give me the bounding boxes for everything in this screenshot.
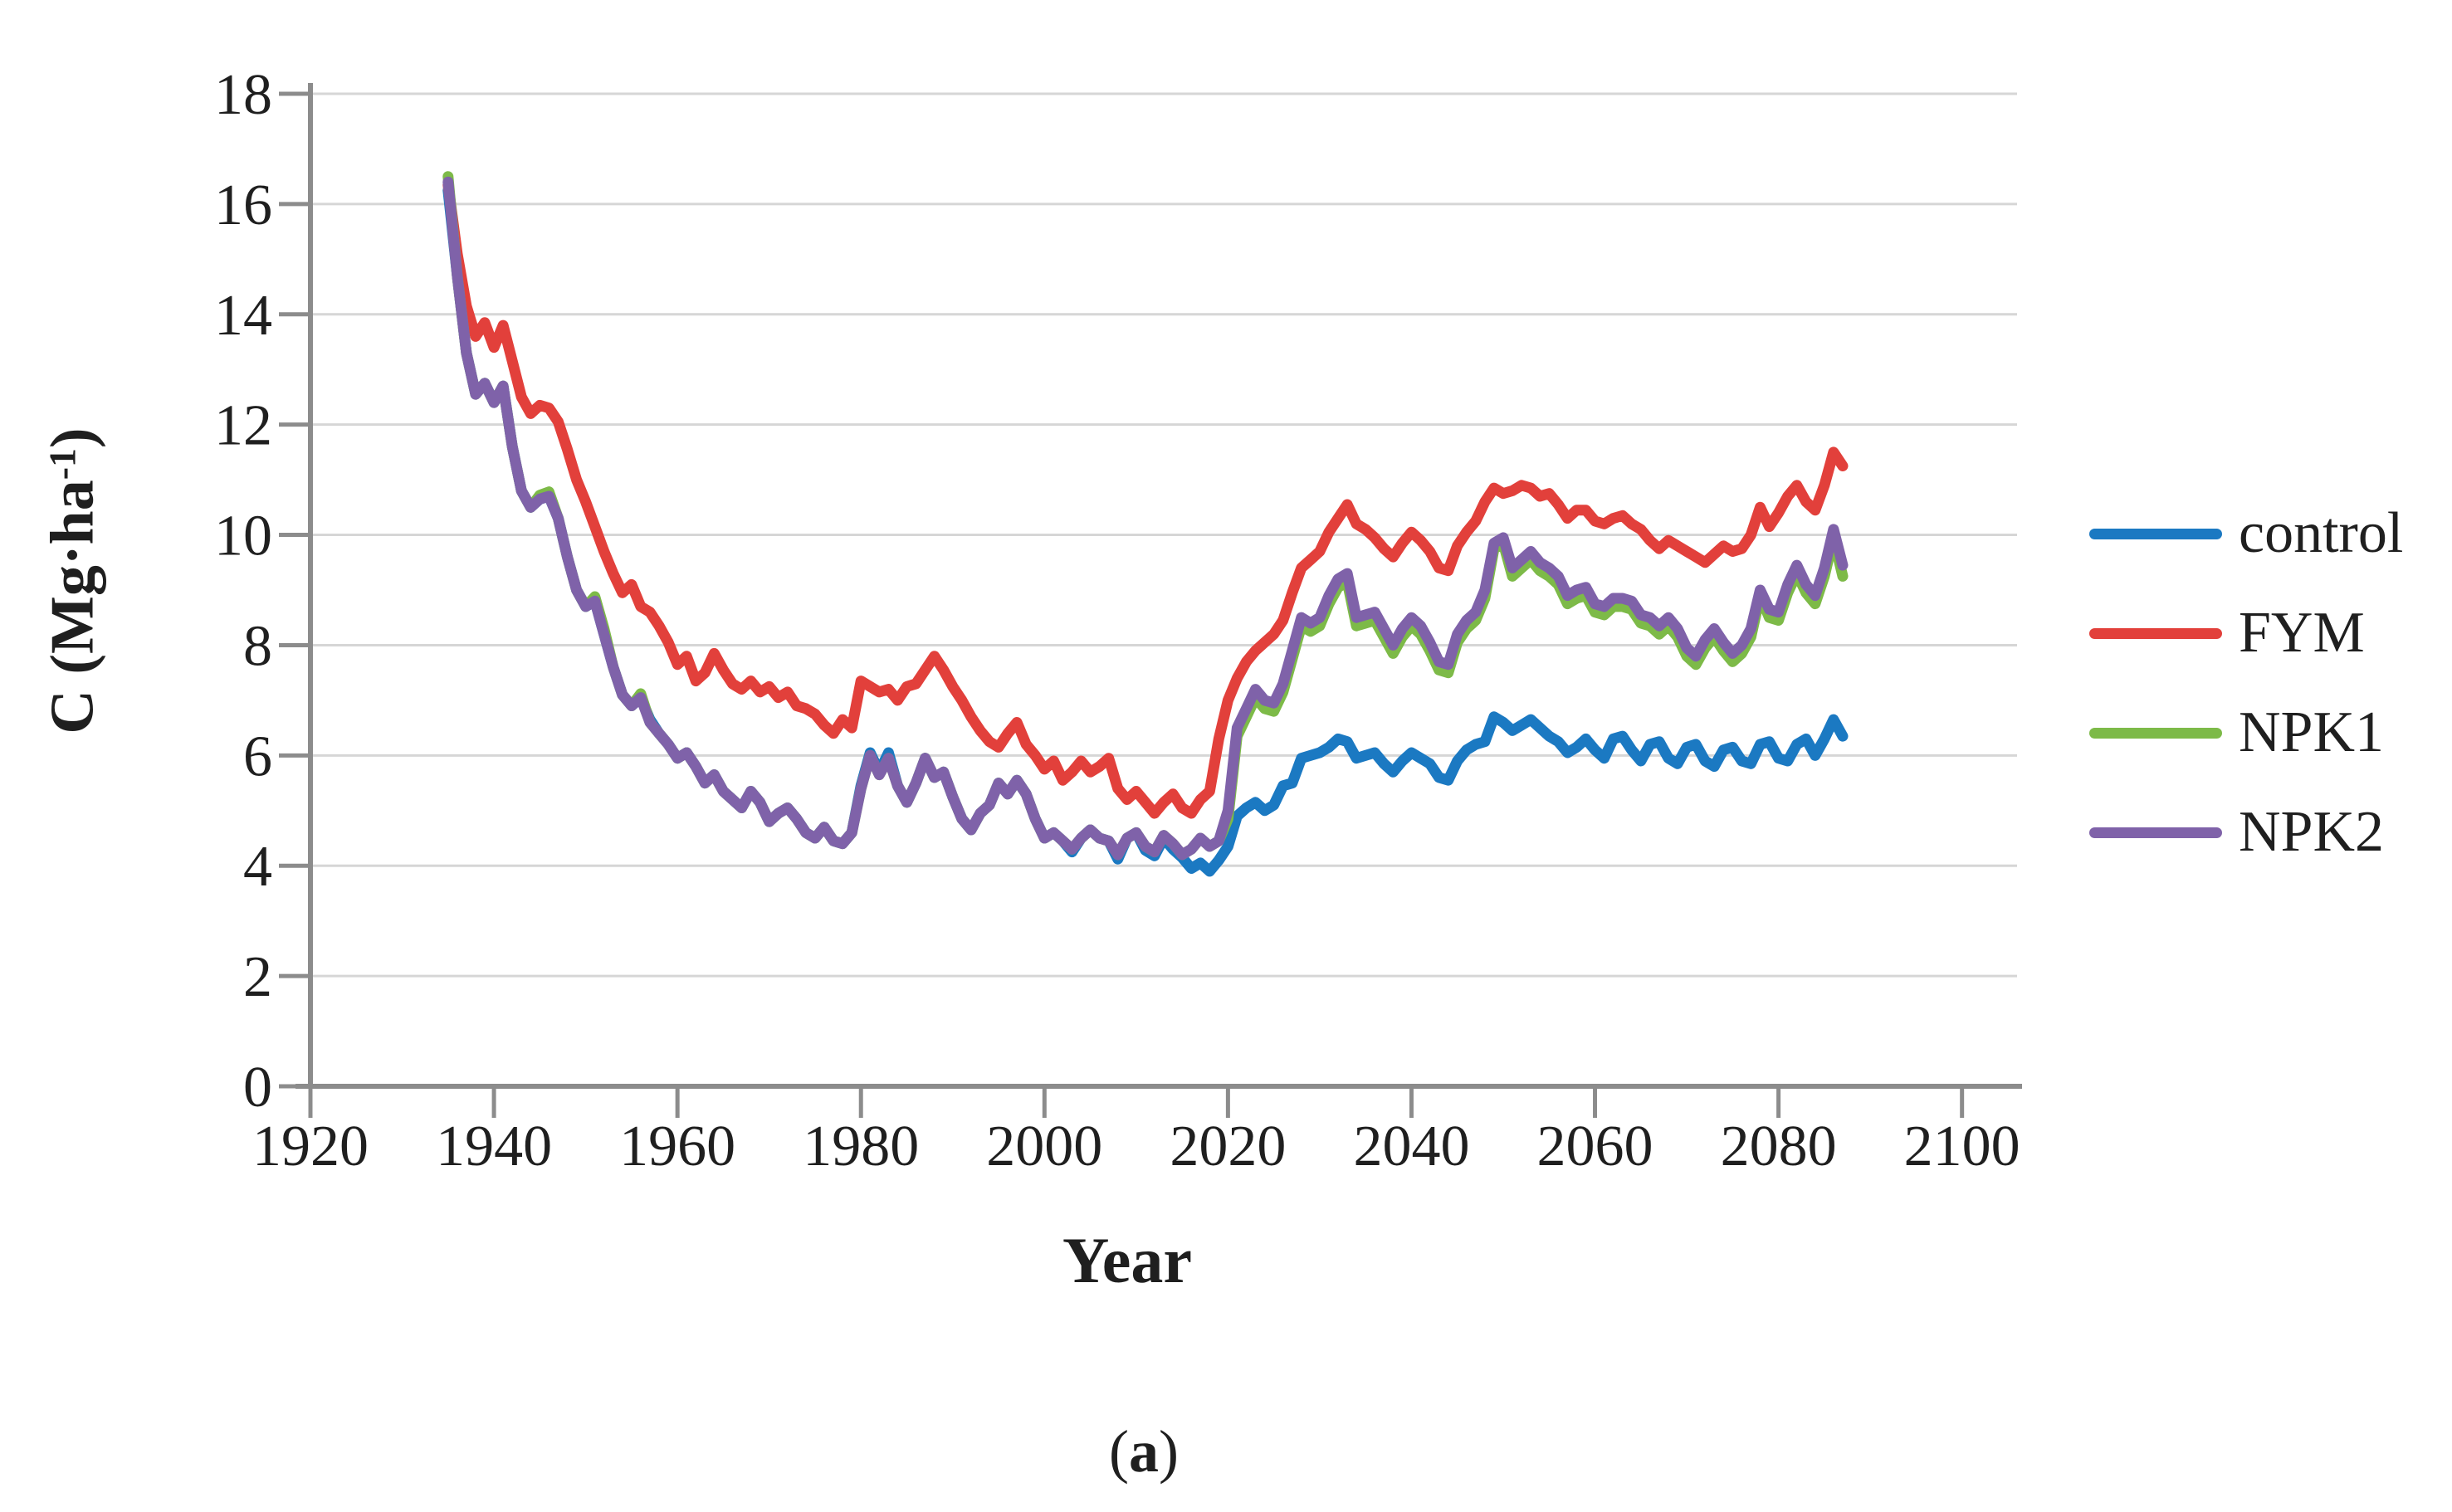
y-tick-label-8: 8 bbox=[243, 614, 272, 678]
x-axis-ticks: 1920 1940 1960 1980 2000 2020 2040 2060 2080 2100 bbox=[252, 1086, 2020, 1178]
y-tick-label-2: 2 bbox=[243, 945, 272, 1009]
y-tick-label-4: 4 bbox=[243, 835, 272, 899]
x-axis-title: Year bbox=[1062, 1224, 1192, 1296]
y-axis-title-close: ) bbox=[38, 427, 107, 449]
x-tick-label-2000: 2000 bbox=[986, 1114, 1102, 1178]
x-tick-label-1940: 1940 bbox=[436, 1114, 552, 1178]
y-tick-label-16: 16 bbox=[214, 173, 272, 237]
series-lines bbox=[442, 171, 1849, 877]
y-axis-title-superscript: -1 bbox=[41, 448, 84, 480]
series-FYM-line bbox=[442, 179, 1849, 819]
x-tick-label-1920: 1920 bbox=[252, 1114, 369, 1178]
x-tick-label-2020: 2020 bbox=[1170, 1114, 1286, 1178]
x-tick-label-2100: 2100 bbox=[1904, 1114, 2020, 1178]
caption-close-paren: ) bbox=[1159, 1418, 1179, 1485]
y-axis-ticks: 0 2 4 6 8 10 12 14 16 18 bbox=[214, 63, 310, 1119]
x-tick-label-2060: 2060 bbox=[1537, 1114, 1653, 1178]
x-tick-label-2040: 2040 bbox=[1353, 1114, 1469, 1178]
caption-open-paren: ( bbox=[1109, 1418, 1129, 1485]
legend-line-npk1 bbox=[2089, 727, 2222, 739]
x-tick-label-1980: 1980 bbox=[803, 1114, 919, 1178]
legend-label-npk2: NPK2 bbox=[2239, 800, 2385, 864]
series-NPK2-line bbox=[442, 176, 1849, 861]
y-tick-label-0: 0 bbox=[243, 1056, 272, 1119]
x-tick-label-2080: 2080 bbox=[1721, 1114, 1837, 1178]
legend-line-fym bbox=[2089, 627, 2222, 639]
x-tick-label-1960: 1960 bbox=[619, 1114, 735, 1178]
legend-line-control bbox=[2089, 528, 2222, 539]
axes bbox=[296, 83, 2022, 1089]
caption-letter: a bbox=[1129, 1418, 1159, 1485]
y-axis-title: C (Mg·ha-1) bbox=[38, 427, 109, 734]
legend-item-control: control bbox=[2089, 505, 2403, 563]
y-axis-title-main: C (Mg·ha bbox=[38, 480, 107, 734]
y-tick-label-10: 10 bbox=[214, 505, 272, 568]
y-tick-label-18: 18 bbox=[214, 63, 272, 127]
legend-line-npk2 bbox=[2089, 827, 2222, 838]
subfigure-caption: (a) bbox=[1109, 1417, 1179, 1486]
legend-item-fym: FYM bbox=[2089, 604, 2403, 662]
legend-label-npk1: NPK1 bbox=[2239, 700, 2385, 764]
legend-item-npk2: NPK2 bbox=[2089, 803, 2403, 861]
y-tick-label-14: 14 bbox=[214, 284, 272, 348]
legend-label-control: control bbox=[2239, 501, 2404, 565]
y-tick-label-12: 12 bbox=[214, 394, 272, 458]
y-tick-label-6: 6 bbox=[243, 724, 272, 788]
legend: control FYM NPK1 NPK2 bbox=[2089, 505, 2403, 861]
legend-item-npk1: NPK1 bbox=[2089, 704, 2403, 762]
legend-label-fym: FYM bbox=[2239, 601, 2365, 665]
